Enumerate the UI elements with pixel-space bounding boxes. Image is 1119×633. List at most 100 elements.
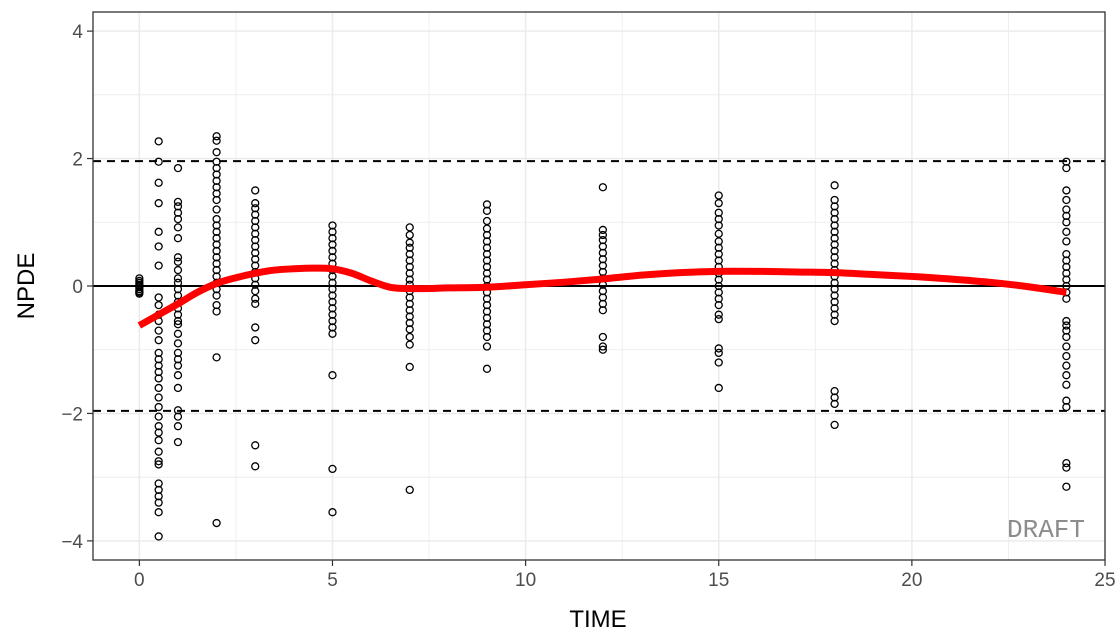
data-point xyxy=(405,362,414,372)
data-point xyxy=(598,183,608,192)
data-point xyxy=(1062,316,1071,326)
data-point xyxy=(154,498,163,507)
data-point xyxy=(173,223,183,232)
x-tick-label: 10 xyxy=(515,570,536,591)
data-point xyxy=(1062,361,1071,370)
x-axis-title: TIME xyxy=(569,606,626,633)
data-point xyxy=(212,148,221,157)
data-point xyxy=(154,242,163,251)
data-point xyxy=(482,364,492,373)
data-point xyxy=(173,361,183,370)
data-point xyxy=(830,181,839,190)
data-point xyxy=(173,197,183,207)
data-point xyxy=(830,399,839,409)
data-point xyxy=(154,374,163,383)
data-point xyxy=(598,345,608,354)
data-point xyxy=(482,342,492,351)
data-point xyxy=(154,157,163,166)
data-point xyxy=(1062,294,1071,303)
data-point xyxy=(1062,321,1071,330)
data-point xyxy=(251,186,260,195)
x-tick-label: 20 xyxy=(901,570,922,591)
x-tick-label: 5 xyxy=(327,570,338,591)
data-point xyxy=(154,457,163,466)
data-point xyxy=(173,316,183,326)
smooth-trend-line xyxy=(137,264,1067,329)
data-point xyxy=(1062,380,1071,389)
data-point xyxy=(714,314,723,324)
data-point xyxy=(173,214,183,224)
x-tick-labels: 0 5 10 15 20 25 xyxy=(134,570,1116,591)
data-point xyxy=(154,261,163,270)
data-point xyxy=(1062,332,1071,342)
y-tick-label: −4 xyxy=(61,532,83,553)
data-point xyxy=(598,230,608,240)
data-point xyxy=(212,132,221,141)
y-tick-label: 4 xyxy=(72,22,83,43)
data-point xyxy=(1062,237,1071,246)
data-point xyxy=(251,336,260,345)
data-point xyxy=(173,422,183,431)
data-point xyxy=(714,348,723,358)
data-point xyxy=(1062,195,1071,205)
data-point xyxy=(830,316,839,326)
data-point xyxy=(1062,402,1071,412)
data-point xyxy=(154,336,163,345)
data-point xyxy=(154,532,163,541)
data-point xyxy=(328,508,337,517)
data-point xyxy=(830,420,839,430)
data-point xyxy=(154,393,163,402)
data-point xyxy=(154,178,163,187)
data-point xyxy=(405,485,414,495)
data-point xyxy=(251,294,260,303)
data-point xyxy=(154,508,163,517)
data-point xyxy=(714,221,723,230)
x-tick-label: 0 xyxy=(134,570,145,591)
data-point xyxy=(405,340,414,349)
data-point xyxy=(1062,186,1071,195)
data-point xyxy=(173,257,183,266)
data-point xyxy=(154,436,163,445)
y-axis-title: NPDE xyxy=(13,253,40,320)
data-point xyxy=(405,275,414,284)
data-point xyxy=(1062,218,1071,227)
data-point xyxy=(173,163,183,173)
data-point xyxy=(212,136,221,145)
data-point xyxy=(1062,371,1071,380)
data-point xyxy=(154,227,163,236)
data-point xyxy=(251,199,260,208)
data-point xyxy=(173,234,183,243)
data-point xyxy=(154,300,163,310)
data-point xyxy=(154,199,163,208)
data-point xyxy=(1062,163,1071,173)
data-point xyxy=(173,329,183,338)
data-point xyxy=(328,371,337,380)
data-point xyxy=(251,462,260,471)
data-point xyxy=(173,320,183,329)
data-point xyxy=(212,518,221,528)
data-point xyxy=(154,460,163,469)
data-point xyxy=(212,291,221,300)
data-point xyxy=(154,447,163,456)
data-point xyxy=(1062,482,1071,491)
data-point xyxy=(1062,342,1071,351)
data-point xyxy=(714,310,723,319)
data-point xyxy=(173,339,183,348)
data-point xyxy=(598,306,608,315)
data-point xyxy=(482,206,492,215)
data-point xyxy=(154,326,163,335)
data-point xyxy=(1062,458,1071,468)
data-point xyxy=(212,353,221,362)
data-point xyxy=(173,383,183,393)
y-tick-labels: −4 −2 0 2 4 xyxy=(61,22,83,553)
y-tick-label: 0 xyxy=(72,277,83,298)
data-point xyxy=(714,344,723,353)
data-point xyxy=(173,371,183,380)
data-point xyxy=(714,300,723,310)
data-point xyxy=(1062,351,1071,361)
data-point xyxy=(598,342,608,351)
y-tick-label: 2 xyxy=(72,150,83,171)
data-point xyxy=(154,412,163,421)
